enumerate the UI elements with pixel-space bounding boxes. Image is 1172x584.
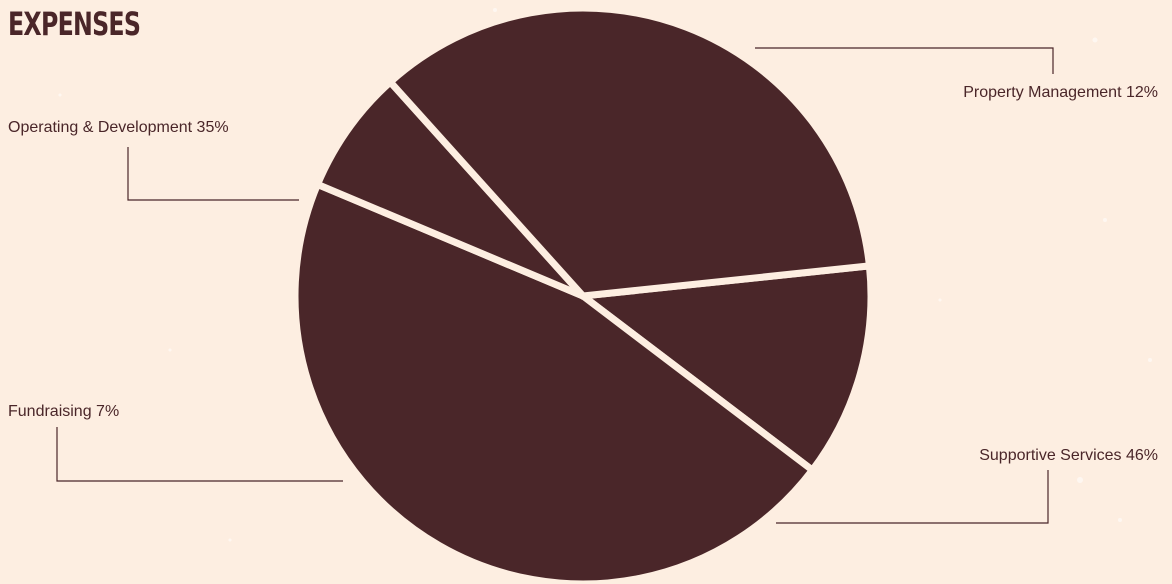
slice-label: Supportive Services 46%	[979, 447, 1158, 464]
slice-labels: Property Management 12% Supportive Servic…	[8, 84, 1158, 464]
slice-label: Property Management 12%	[963, 84, 1158, 101]
pie-slice-property-management	[573, 262, 875, 476]
leader-line	[776, 470, 1049, 524]
leader-line	[56, 427, 343, 482]
pie-slices	[291, 4, 875, 584]
leader-line	[755, 47, 1054, 74]
slice-label: Fundraising 7%	[8, 403, 119, 420]
pie-slice-supportive-services	[291, 179, 818, 584]
leader-line	[127, 147, 299, 201]
chart-title: EXPENSES	[8, 5, 141, 43]
slice-label: Operating & Development 35%	[8, 119, 229, 136]
pie-slice-operating-development	[385, 4, 874, 300]
leader-lines	[56, 47, 1054, 524]
